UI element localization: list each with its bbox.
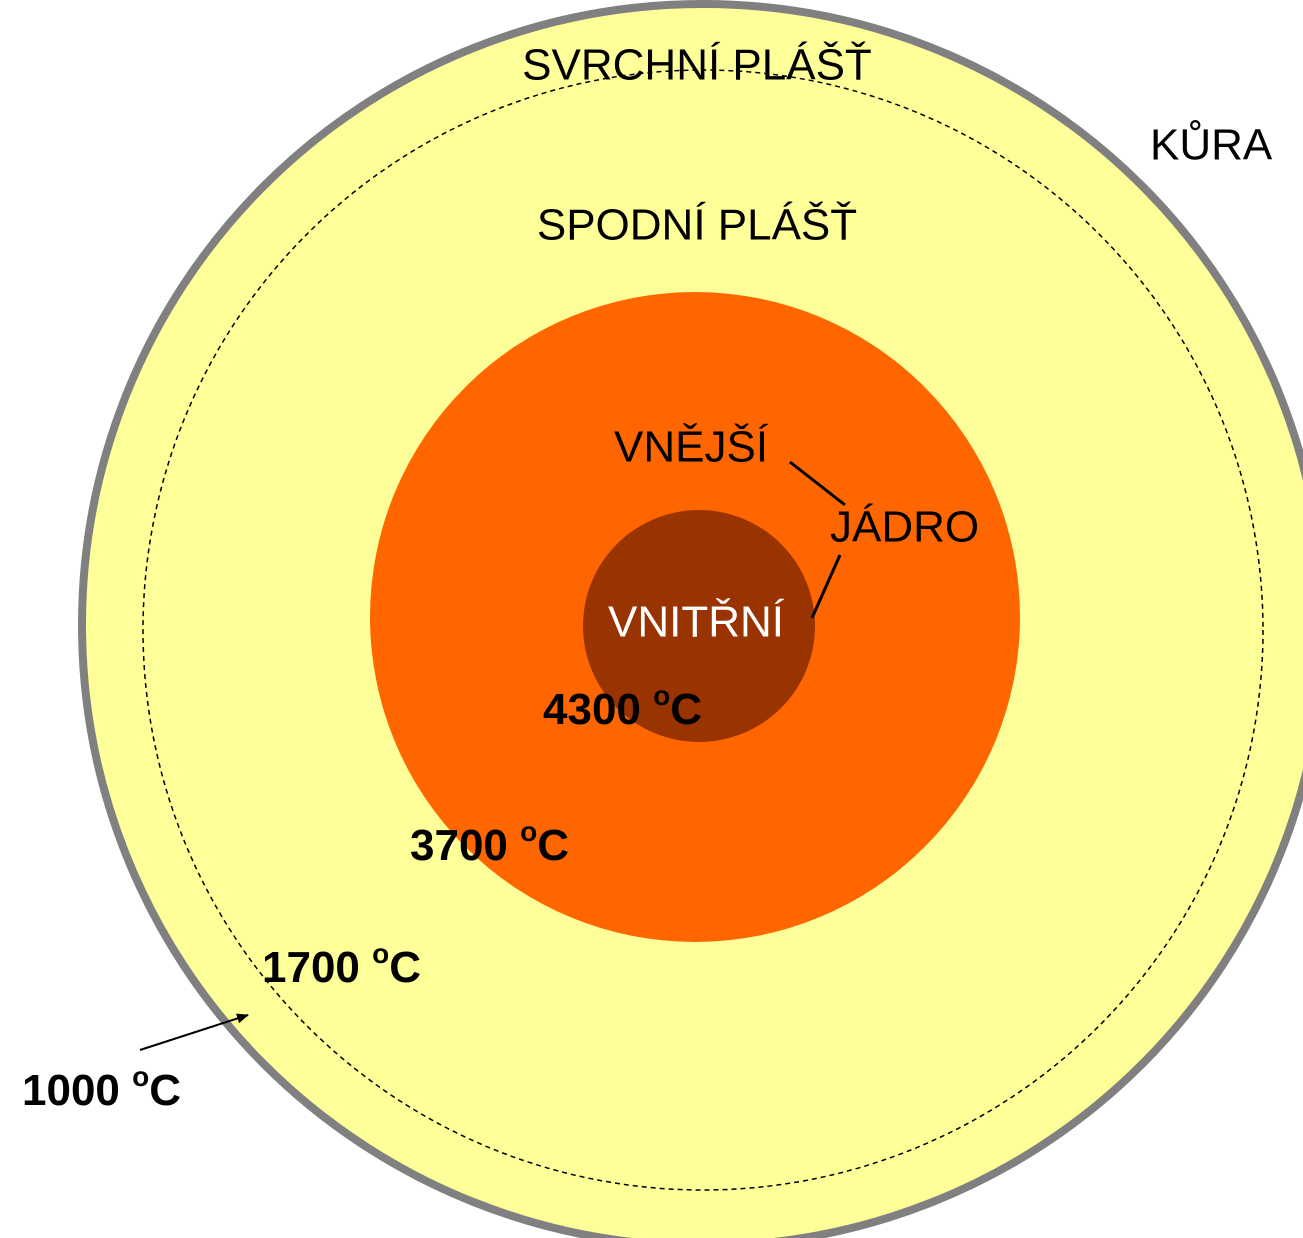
- temperature-label: 3700 oC: [410, 816, 569, 869]
- upper-mantle-label: SVRCHNÍ PLÁŠŤ: [522, 40, 872, 90]
- temperature-number: 1000: [22, 1066, 120, 1115]
- lower-mantle-label: SPODNÍ PLÁŠŤ: [537, 200, 857, 250]
- temperature-sup: o: [520, 816, 537, 847]
- inner-core: [583, 510, 815, 742]
- temperature-unit: C: [537, 821, 569, 870]
- temperature-label: 4300 oC: [543, 680, 702, 733]
- arrow: [139, 1013, 249, 1051]
- crust-label: KŮRA: [1150, 119, 1273, 170]
- temperature-sup: o: [132, 1061, 149, 1092]
- temperature-number: 1700: [262, 943, 360, 992]
- temperature-sup: o: [372, 938, 389, 969]
- temperature-sup: o: [653, 680, 670, 711]
- temperature-number: 4300: [543, 685, 641, 734]
- mantle-boundary: [142, 69, 1264, 1191]
- outer-label: VNĚJŠÍ: [614, 422, 769, 472]
- temperature-unit: C: [389, 943, 421, 992]
- temperature-number: 3700: [410, 821, 508, 870]
- pointer-line: [810, 554, 842, 619]
- temperature-unit: C: [149, 1066, 181, 1115]
- temperature-label: 1700 oC: [262, 938, 421, 991]
- inner-label: VNITŘNÍ: [608, 598, 785, 647]
- temperature-unit: C: [670, 685, 702, 734]
- temperature-label: 1000 oC: [22, 1061, 181, 1114]
- core-label: JÁDRO: [830, 503, 979, 552]
- pointer-line: [789, 460, 846, 507]
